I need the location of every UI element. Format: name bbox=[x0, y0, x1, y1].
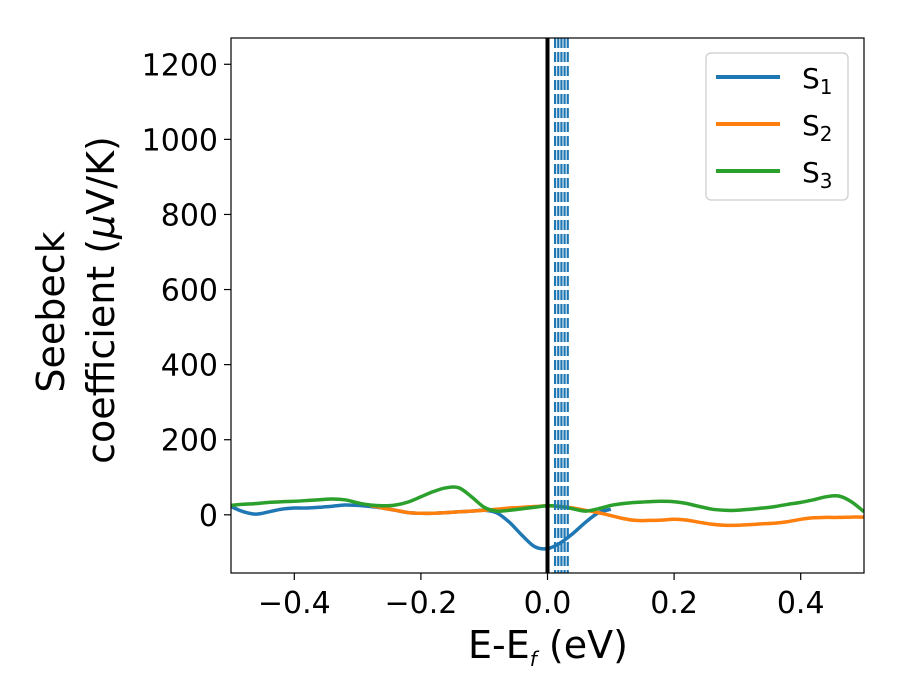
x-tick-label: −0.2 bbox=[384, 586, 457, 621]
x-tick-label: 0.2 bbox=[650, 586, 698, 621]
legend-label-s3: S3 bbox=[802, 156, 833, 193]
x-tick-label: −0.4 bbox=[258, 586, 331, 621]
series-line-s2 bbox=[369, 503, 864, 528]
legend-label-s2: S2 bbox=[802, 109, 833, 146]
legend: S1 S2 S3 bbox=[705, 52, 849, 201]
y-tick-label: 200 bbox=[161, 424, 218, 459]
x-tick-label: 0.4 bbox=[777, 586, 825, 621]
y-axis-label-line2: coefficient (μV/K) bbox=[79, 136, 123, 464]
reference-lines bbox=[545, 38, 569, 573]
legend-box bbox=[705, 52, 849, 201]
y-tick-label: 400 bbox=[161, 349, 218, 384]
y-tick-label: 800 bbox=[161, 198, 218, 233]
y-tick-label: 1000 bbox=[142, 123, 218, 158]
x-axis-label: E-Ef (eV) bbox=[468, 623, 628, 671]
y-tick-label: 1200 bbox=[142, 48, 218, 83]
legend-label-s1: S1 bbox=[802, 62, 833, 99]
y-tick-label: 600 bbox=[161, 274, 218, 309]
y-axis: 0 200 400 600 800 1000 1200 bbox=[142, 48, 231, 534]
x-tick-label: 0.0 bbox=[524, 586, 572, 621]
x-axis: −0.4 −0.2 0.0 0.2 0.4 bbox=[258, 573, 825, 621]
y-tick-label: 0 bbox=[199, 499, 218, 534]
y-axis-label-line1: Seebeck bbox=[29, 231, 73, 392]
